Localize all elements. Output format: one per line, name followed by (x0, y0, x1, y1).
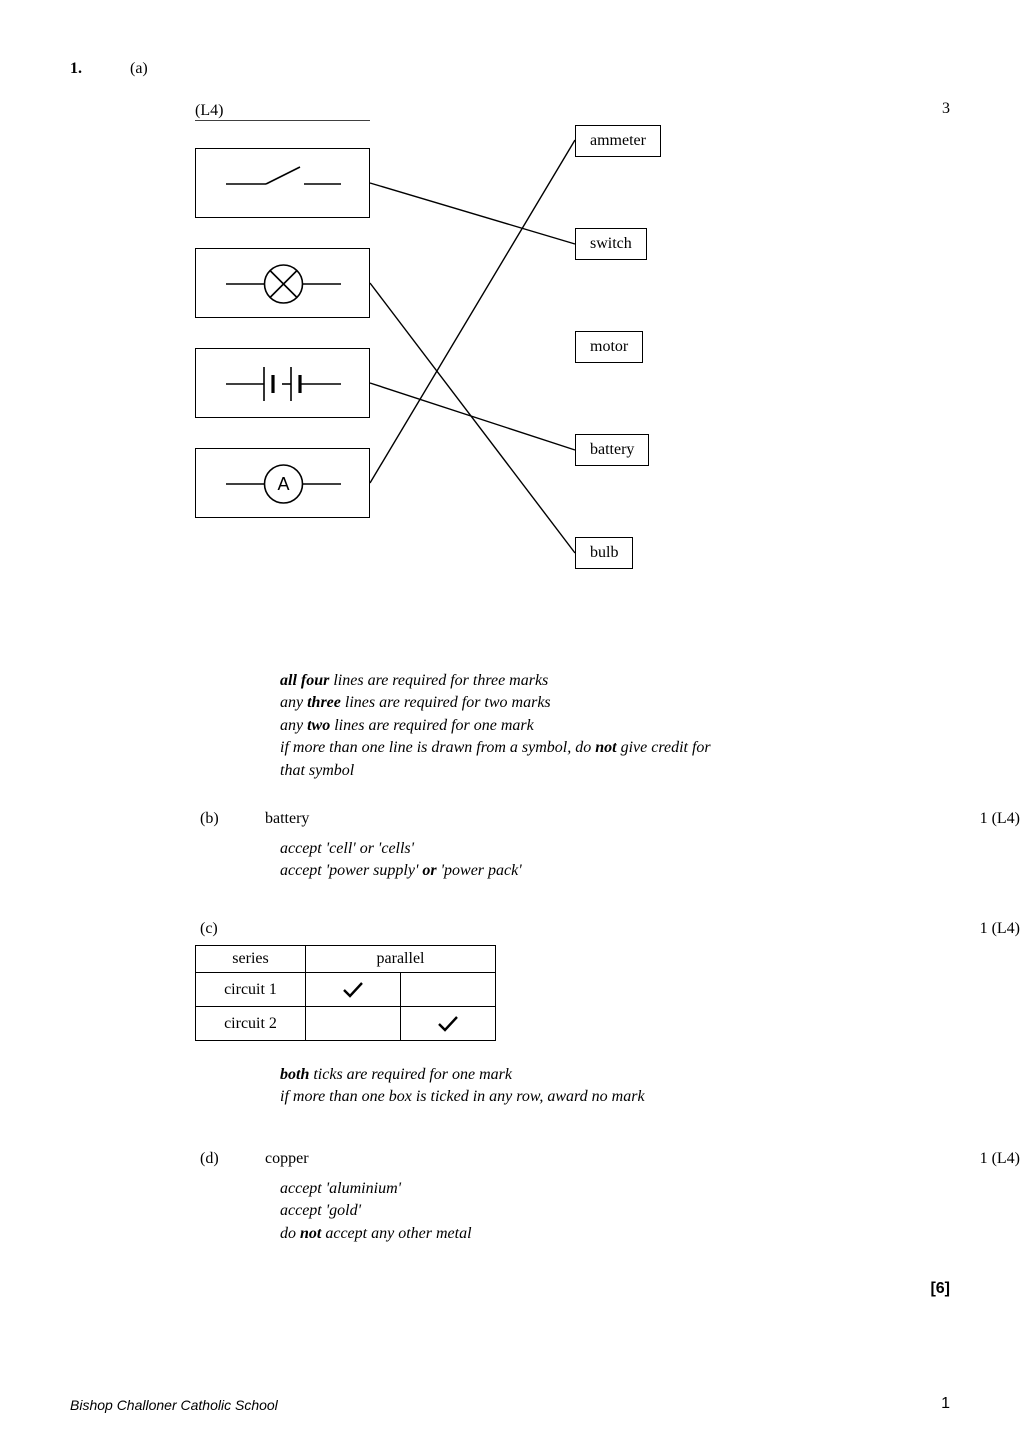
symbol-box-switch (195, 148, 370, 218)
part-b-letter: (b) (200, 810, 219, 828)
part-b-score: 1 (L4) (980, 810, 1020, 828)
tn-1a: both (280, 1066, 309, 1083)
label-motor: motor (590, 338, 628, 355)
pb-acc2b: or (422, 862, 436, 879)
mn-l2c: lines are required for two marks (341, 694, 551, 711)
part-d-letter: (d) (200, 1150, 219, 1168)
part-c-letter: (c) (200, 920, 218, 938)
level-label: (L4) (195, 102, 223, 120)
td-c2-p2 (401, 1007, 496, 1041)
table-row: circuit 1 (196, 973, 496, 1007)
ammeter-symbol-icon: A (196, 449, 371, 519)
question-number: 1. (70, 60, 82, 78)
mn-l4c: give credit for (617, 739, 711, 756)
td-c1-p2 (401, 973, 496, 1007)
part-b-accept: accept 'cell' or 'cells' accept 'power s… (280, 838, 522, 883)
matching-diagram: A ammeter switch motor battery bulb (195, 120, 755, 640)
label-bulb: bulb (590, 544, 618, 561)
tick-icon (341, 980, 365, 1000)
label-battery: battery (590, 441, 634, 458)
bulb-symbol-icon (196, 249, 371, 319)
part-d-accept: accept 'aluminium' accept 'gold' do not … (280, 1178, 472, 1245)
label-switch: switch (590, 235, 632, 252)
pd-acc3a: do (280, 1225, 300, 1242)
tn-2: if more than one box is ticked in any ro… (280, 1086, 645, 1108)
th-series: series (196, 946, 306, 973)
label-box-battery: battery (575, 434, 649, 466)
switch-symbol-icon (196, 149, 371, 219)
label-box-ammeter: ammeter (575, 125, 661, 157)
marks-top-right: 3 (942, 100, 950, 118)
td-c1-p1 (306, 973, 401, 1007)
part-a-label: (a) (130, 60, 148, 78)
table-header-row: series parallel (196, 946, 496, 973)
part-b-answer: battery (265, 810, 309, 828)
total-mark: [6] (930, 1280, 950, 1298)
label-box-bulb: bulb (575, 537, 633, 569)
footer-school: Bishop Challoner Catholic School (70, 1397, 278, 1413)
part-d-answer: copper (265, 1150, 309, 1168)
tn-1b: ticks are required for one mark (309, 1066, 512, 1083)
mn-l5: that symbol (280, 760, 711, 782)
mn-l4a: if more than one line is drawn from a sy… (280, 739, 595, 756)
pb-acc2a: accept 'power supply' (280, 862, 422, 879)
series-parallel-table: series parallel circuit 1 circuit 2 (195, 945, 496, 1041)
pd-acc3c: accept any other metal (321, 1225, 471, 1242)
svg-text:A: A (277, 474, 289, 494)
mn-l1b: lines are required for three marks (329, 672, 548, 689)
battery-symbol-icon (196, 349, 371, 419)
mn-l3c: lines are required for one mark (330, 717, 534, 734)
symbol-box-battery (195, 348, 370, 418)
td-circuit2: circuit 2 (196, 1007, 306, 1041)
th-parallel: parallel (306, 946, 496, 973)
pd-acc1: accept 'aluminium' (280, 1178, 472, 1200)
pd-acc3b: not (300, 1225, 321, 1242)
table-notes: both ticks are required for one mark if … (280, 1064, 645, 1109)
marking-notes: all four lines are required for three ma… (280, 670, 711, 782)
td-c2-p1 (306, 1007, 401, 1041)
pb-acc1: accept 'cell' or 'cells' (280, 838, 522, 860)
td-circuit1: circuit 1 (196, 973, 306, 1007)
footer-page: 1 (941, 1395, 950, 1413)
mn-l3a: any (280, 717, 307, 734)
mn-l1a: all four (280, 672, 329, 689)
label-box-motor: motor (575, 331, 643, 363)
mn-l2a: any (280, 694, 307, 711)
mn-l2b: three (307, 694, 341, 711)
symbol-box-bulb (195, 248, 370, 318)
symbol-box-ammeter: A (195, 448, 370, 518)
table-row: circuit 2 (196, 1007, 496, 1041)
label-ammeter: ammeter (590, 132, 646, 149)
tick-icon (436, 1014, 460, 1034)
mn-l3b: two (307, 717, 330, 734)
pb-acc2c: 'power pack' (437, 862, 522, 879)
part-d-score: 1 (L4) (980, 1150, 1020, 1168)
part-c-score: 1 (L4) (980, 920, 1020, 938)
pd-acc2: accept 'gold' (280, 1200, 472, 1222)
mn-l4b: not (595, 739, 616, 756)
label-box-switch: switch (575, 228, 647, 260)
